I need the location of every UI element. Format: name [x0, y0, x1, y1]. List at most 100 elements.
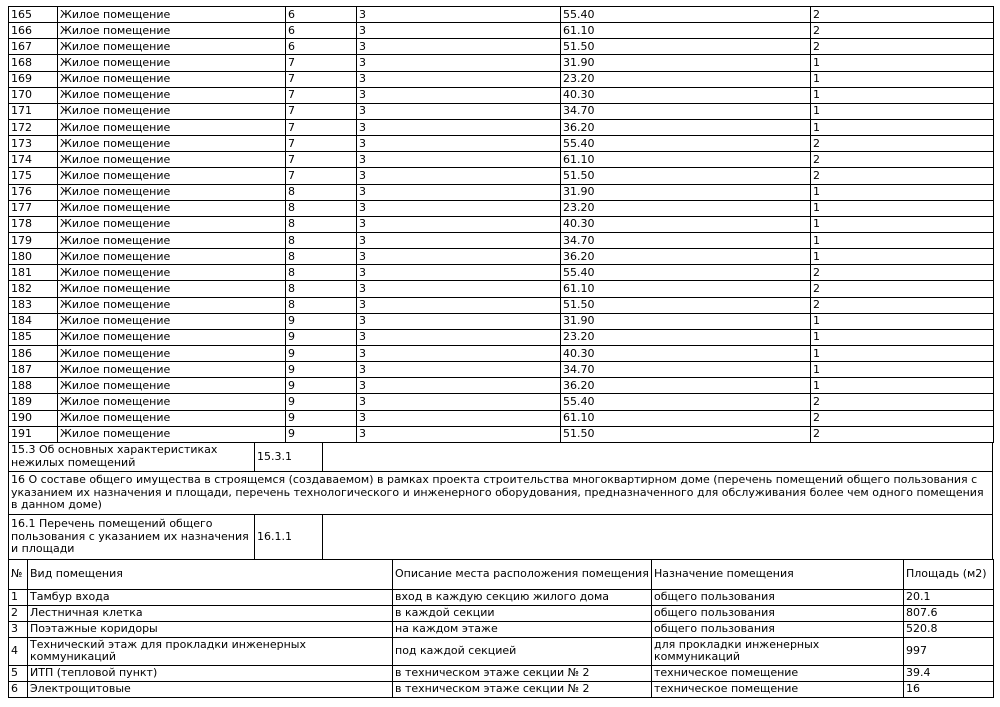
unit-area: 61.10 — [560, 409, 811, 427]
row-number: 2 — [8, 604, 28, 622]
unit-type: Жилое помещение — [57, 409, 286, 427]
unit-section: 3 — [356, 393, 561, 411]
unit-area: 34.70 — [560, 102, 811, 120]
unit-area: 23.20 — [560, 70, 811, 88]
unit-rooms: 2 — [810, 22, 994, 40]
premises-purpose: общего пользования — [651, 604, 904, 622]
unit-area: 31.90 — [560, 183, 811, 201]
unit-area: 61.10 — [560, 22, 811, 40]
unit-area: 34.70 — [560, 231, 811, 250]
table-row: 170 Жилое помещение 7 3 40.30 1 — [8, 86, 994, 104]
unit-floor: 6 — [285, 38, 357, 56]
table-row: 177 Жилое помещение 8 3 23.20 1 — [8, 199, 994, 217]
unit-rooms: 2 — [810, 409, 994, 427]
unit-area: 55.40 — [560, 393, 811, 411]
unit-floor: 8 — [285, 248, 357, 266]
premises-type: Поэтажные коридоры — [27, 620, 393, 638]
unit-type: Жилое помещение — [57, 86, 286, 104]
units-table: 165 Жилое помещение 6 3 55.40 2 166 Жилое помещ… — [8, 5, 994, 443]
table-row: 183 Жилое помещение 8 3 51.50 2 — [8, 296, 994, 314]
unit-rooms: 1 — [810, 86, 994, 104]
unit-floor: 7 — [285, 135, 357, 153]
section-16-1-value — [322, 513, 993, 560]
unit-rooms: 2 — [810, 5, 994, 24]
unit-area: 40.30 — [560, 86, 811, 104]
unit-section: 3 — [356, 328, 561, 346]
premises-purpose: техническое помещение — [651, 664, 904, 682]
unit-area: 36.20 — [560, 118, 811, 137]
unit-area: 55.40 — [560, 5, 811, 24]
unit-type: Жилое помещение — [57, 344, 286, 363]
unit-type: Жилое помещение — [57, 215, 286, 233]
premises-purpose: общего пользования — [651, 588, 904, 606]
unit-section: 3 — [356, 5, 561, 24]
common-premises-table: № Вид помещения Описание места расположе… — [8, 558, 994, 698]
unit-area: 51.50 — [560, 38, 811, 56]
unit-rooms: 1 — [810, 328, 994, 346]
unit-section: 3 — [356, 377, 561, 395]
row-number: 5 — [8, 664, 28, 682]
unit-type: Жилое помещение — [57, 54, 286, 72]
unit-section: 3 — [356, 102, 561, 120]
section-16-1-code: 16.1.1 — [254, 513, 323, 560]
unit-type: Жилое помещение — [57, 183, 286, 201]
unit-floor: 9 — [285, 393, 357, 411]
unit-section: 3 — [356, 215, 561, 233]
table-row: 189 Жилое помещение 9 3 55.40 2 — [8, 393, 994, 411]
row-number: 4 — [8, 636, 28, 666]
unit-number: 177 — [8, 199, 58, 217]
premises-type: Технический этаж для прокладки инженерны… — [27, 636, 393, 666]
unit-floor: 8 — [285, 280, 357, 298]
unit-floor: 7 — [285, 86, 357, 104]
unit-type: Жилое помещение — [57, 231, 286, 250]
unit-type: Жилое помещение — [57, 102, 286, 120]
unit-floor: 6 — [285, 22, 357, 40]
unit-type: Жилое помещение — [57, 70, 286, 88]
unit-number: 178 — [8, 215, 58, 233]
unit-section: 3 — [356, 151, 561, 169]
unit-floor: 8 — [285, 199, 357, 217]
unit-area: 31.90 — [560, 312, 811, 330]
unit-rooms: 2 — [810, 296, 994, 314]
unit-rooms: 1 — [810, 199, 994, 217]
unit-type: Жилое помещение — [57, 38, 286, 56]
premises-area: 997 — [903, 636, 994, 666]
unit-floor: 7 — [285, 54, 357, 72]
header-purpose: Назначение помещения — [651, 558, 904, 590]
section-15-3-row: 15.3 Об основных характеристиках нежилых… — [8, 441, 993, 472]
table-row: 186 Жилое помещение 9 3 40.30 1 — [8, 344, 994, 363]
unit-number: 172 — [8, 118, 58, 137]
document: 165 Жилое помещение 6 3 55.40 2 166 Жилое помещ… — [8, 5, 994, 698]
premises-location: под каждой секцией — [392, 636, 652, 666]
table-row: 178 Жилое помещение 8 3 40.30 1 — [8, 215, 994, 233]
unit-rooms: 1 — [810, 102, 994, 120]
unit-floor: 9 — [285, 312, 357, 330]
unit-floor: 7 — [285, 167, 357, 185]
unit-area: 23.20 — [560, 199, 811, 217]
unit-number: 170 — [8, 86, 58, 104]
unit-section: 3 — [356, 361, 561, 379]
unit-section: 3 — [356, 118, 561, 137]
unit-rooms: 1 — [810, 248, 994, 266]
table-row: 184 Жилое помещение 9 3 31.90 1 — [8, 312, 994, 330]
unit-type: Жилое помещение — [57, 312, 286, 330]
header-location: Описание места расположения помещения — [392, 558, 652, 590]
table-row: 167 Жилое помещение 6 3 51.50 2 — [8, 38, 994, 56]
unit-area: 36.20 — [560, 377, 811, 395]
unit-floor: 8 — [285, 215, 357, 233]
unit-type: Жилое помещение — [57, 361, 286, 379]
header-type: Вид помещения — [27, 558, 393, 590]
table-row: 166 Жилое помещение 6 3 61.10 2 — [8, 22, 994, 40]
unit-section: 3 — [356, 135, 561, 153]
unit-type: Жилое помещение — [57, 425, 286, 443]
unit-number: 187 — [8, 361, 58, 379]
table-row: 182 Жилое помещение 8 3 61.10 2 — [8, 280, 994, 298]
premises-location: в техническом этаже секции № 2 — [392, 664, 652, 682]
unit-number: 185 — [8, 328, 58, 346]
unit-number: 182 — [8, 280, 58, 298]
table-row: 2 Лестничная клетка в каждой секции общего … — [8, 604, 994, 622]
table-row: 6 Электрощитовые в техническом этаже секци… — [8, 680, 994, 698]
table-row: 176 Жилое помещение 8 3 31.90 1 — [8, 183, 994, 201]
unit-number: 166 — [8, 22, 58, 40]
unit-number: 190 — [8, 409, 58, 427]
